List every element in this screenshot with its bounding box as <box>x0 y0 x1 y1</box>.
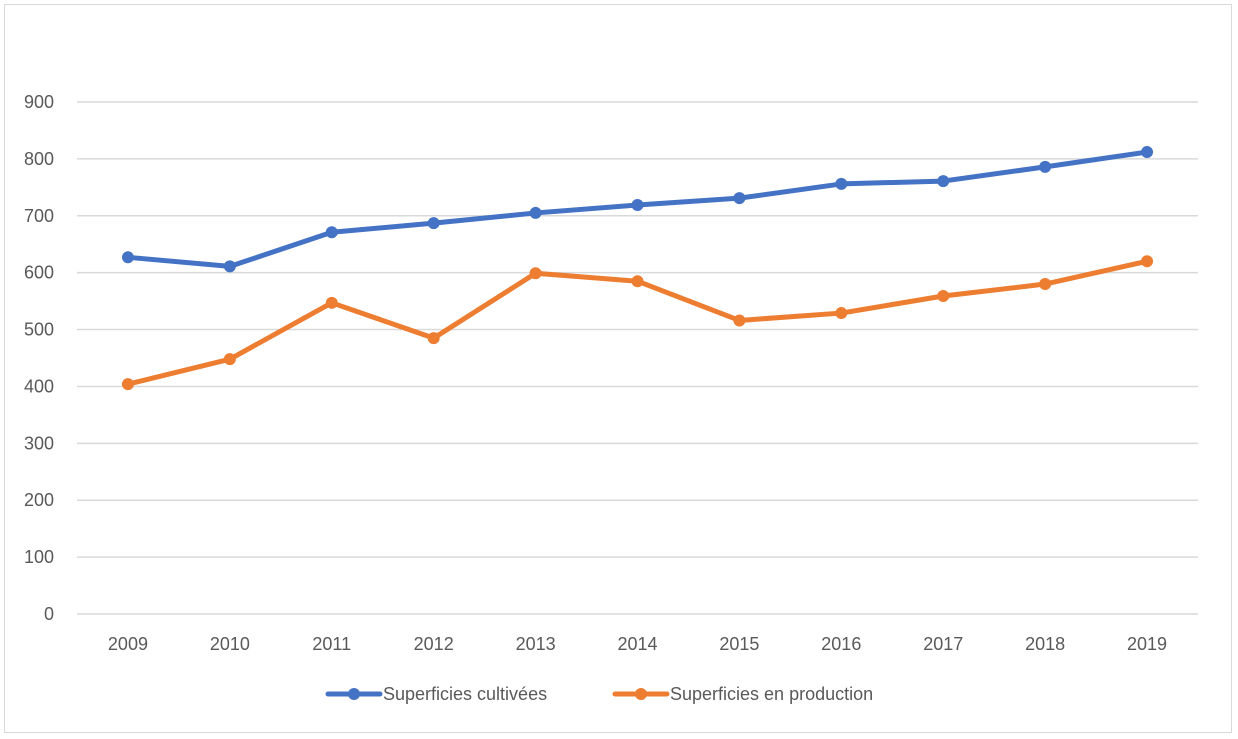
gridlines <box>77 101 1198 615</box>
data-point[interactable] <box>937 289 950 302</box>
x-tick-label: 2016 <box>821 634 861 654</box>
data-point[interactable] <box>121 251 134 264</box>
data-point[interactable] <box>631 275 644 288</box>
y-tick-label: 500 <box>24 320 54 340</box>
x-tick-label: 2010 <box>210 634 250 654</box>
data-point[interactable] <box>427 332 440 345</box>
data-point[interactable] <box>223 353 236 366</box>
legend-label: Superficies en production <box>670 684 873 704</box>
x-tick-label: 2011 <box>312 634 351 654</box>
legend-dot-marker <box>635 688 647 700</box>
x-tick-label: 2012 <box>414 634 454 654</box>
y-tick-label: 800 <box>24 149 54 169</box>
data-point[interactable] <box>1039 160 1052 173</box>
data-point[interactable] <box>325 226 338 239</box>
data-point[interactable] <box>1141 255 1154 268</box>
data-point[interactable] <box>937 175 950 188</box>
y-tick-label: 0 <box>44 604 54 624</box>
data-point[interactable] <box>325 296 338 309</box>
y-tick-label: 300 <box>24 433 54 453</box>
y-tick-label: 900 <box>24 92 54 112</box>
data-point[interactable] <box>1141 146 1154 159</box>
data-point[interactable] <box>631 198 644 211</box>
series-superficies-cultivees <box>121 146 1154 273</box>
data-point[interactable] <box>223 260 236 273</box>
data-point[interactable] <box>835 307 848 320</box>
x-tick-label: 2014 <box>617 634 657 654</box>
y-axis-ticks: 0 100 200 300 400 500 600 700 800 900 <box>24 92 54 624</box>
x-tick-label: 2015 <box>719 634 759 654</box>
x-tick-label: 2017 <box>923 634 963 654</box>
data-point[interactable] <box>733 192 746 205</box>
legend-item[interactable]: Superficies en production <box>612 684 873 704</box>
y-tick-label: 100 <box>24 547 54 567</box>
legend: Superficies cultivées Superficies en prod… <box>325 684 873 704</box>
data-point[interactable] <box>529 267 542 280</box>
data-point[interactable] <box>835 177 848 190</box>
x-tick-label: 2013 <box>516 634 556 654</box>
y-tick-label: 600 <box>24 263 54 283</box>
y-tick-label: 200 <box>24 490 54 510</box>
series-group <box>121 146 1154 391</box>
y-tick-label: 700 <box>24 206 54 226</box>
chart-frame <box>4 4 1232 733</box>
legend-item[interactable]: Superficies cultivées <box>325 684 547 704</box>
y-tick-label: 400 <box>24 376 54 396</box>
x-axis-ticks: 2009 2010 2011 2012 2013 2014 2015 2016 2017 2018… <box>108 634 1167 654</box>
x-tick-label: 2009 <box>108 634 148 654</box>
series-superficies-en-production <box>121 255 1154 391</box>
data-point[interactable] <box>427 217 440 230</box>
data-point[interactable] <box>733 314 746 327</box>
data-point[interactable] <box>121 378 134 391</box>
legend-label: Superficies cultivées <box>383 684 547 704</box>
data-point[interactable] <box>1039 278 1052 291</box>
x-tick-label: 2018 <box>1025 634 1065 654</box>
data-point[interactable] <box>529 206 542 219</box>
x-tick-label: 2019 <box>1127 634 1167 654</box>
legend-dot-marker <box>348 688 360 700</box>
